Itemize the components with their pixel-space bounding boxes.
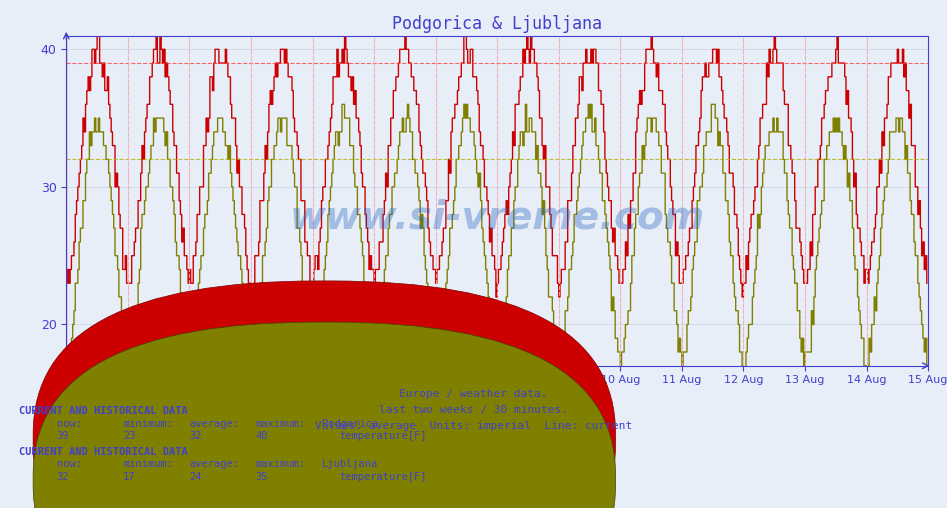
Text: maximum:: maximum:	[256, 419, 306, 429]
Text: average:: average:	[189, 419, 240, 429]
Text: 32: 32	[189, 431, 202, 441]
Text: minimum:: minimum:	[123, 459, 173, 469]
Text: www.si-vreme.com: www.si-vreme.com	[290, 198, 705, 236]
Title: Podgorica & Ljubljana: Podgorica & Ljubljana	[392, 15, 602, 33]
Text: 23: 23	[123, 431, 135, 441]
Text: minimum:: minimum:	[123, 419, 173, 429]
Text: temperature[F]: temperature[F]	[339, 431, 426, 441]
Text: 35: 35	[256, 472, 268, 482]
Text: Podgorica: Podgorica	[322, 419, 378, 429]
Text: 17: 17	[123, 472, 135, 482]
Text: 24: 24	[189, 472, 202, 482]
Text: now:: now:	[57, 459, 81, 469]
Text: 39: 39	[57, 431, 69, 441]
Text: average:: average:	[189, 459, 240, 469]
Text: 40: 40	[256, 431, 268, 441]
Text: temperature[F]: temperature[F]	[339, 472, 426, 482]
Text: CURRENT AND HISTORICAL DATA: CURRENT AND HISTORICAL DATA	[19, 447, 188, 457]
Text: CURRENT AND HISTORICAL DATA: CURRENT AND HISTORICAL DATA	[19, 406, 188, 416]
Text: Ljubljana: Ljubljana	[322, 459, 378, 469]
Text: maximum:: maximum:	[256, 459, 306, 469]
Text: Europe / weather data.
last two weeks / 30 minutes.
Values: average  Units: impe: Europe / weather data. last two weeks / …	[314, 389, 633, 431]
Text: 32: 32	[57, 472, 69, 482]
Text: now:: now:	[57, 419, 81, 429]
